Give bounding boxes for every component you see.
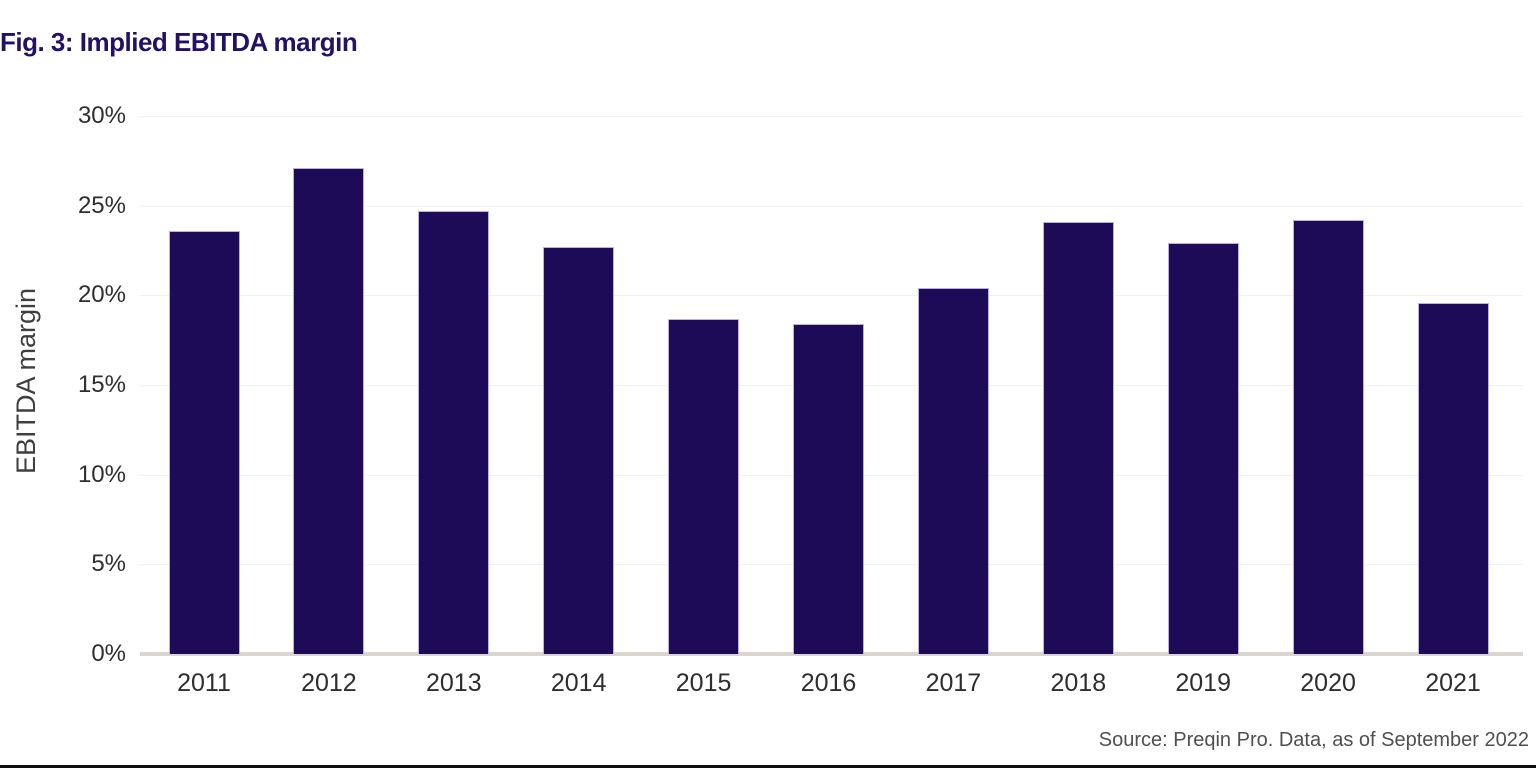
x-tick-label-2018: 2018: [1050, 669, 1107, 697]
y-tick-label-25pct: 25%: [77, 191, 126, 219]
x-tick-label-2012: 2012: [301, 669, 357, 697]
y-tick-label-10pct: 10%: [77, 460, 126, 488]
figure-title: Fig. 3: Implied EBITDA margin: [0, 27, 358, 57]
bar-2011: [168, 230, 240, 654]
bar-2016: [793, 324, 864, 654]
bar-2021: [1417, 302, 1489, 654]
x-tick-label-2019: 2019: [1175, 669, 1231, 697]
bottom-divider-rule: [0, 765, 1536, 768]
x-tick-label-2014: 2014: [550, 669, 607, 697]
y-tick-label-15pct: 15%: [77, 371, 126, 398]
gridline-20pct: [140, 295, 1523, 297]
x-tick-label-2020: 2020: [1300, 669, 1356, 697]
source-caption: Source: Preqin Pro. Data, as of Septembe…: [1098, 729, 1529, 751]
bar-2018: [1042, 221, 1114, 654]
y-tick-label-30pct: 30%: [77, 102, 126, 129]
bar-2014: [543, 246, 615, 654]
x-tick-label-2011: 2011: [177, 669, 231, 697]
bar-2013: [418, 211, 490, 654]
plot-area: [140, 116, 1523, 654]
bar-2015: [668, 318, 740, 654]
x-axis-line: [140, 652, 1523, 656]
gridline-30pct: [140, 116, 1523, 117]
gridline-25pct: [140, 205, 1523, 207]
bar-2019: [1167, 243, 1239, 654]
x-tick-label-2021: 2021: [1425, 669, 1481, 697]
bar-2012: [293, 168, 365, 654]
x-tick-label-2015: 2015: [675, 669, 732, 697]
x-tick-label-2013: 2013: [425, 669, 482, 697]
x-tick-label-2017: 2017: [925, 669, 982, 697]
y-tick-label-20pct: 20%: [77, 281, 126, 309]
y-tick-label-0pct: 0%: [91, 640, 126, 667]
bar-2020: [1292, 220, 1364, 654]
bar-2017: [917, 288, 989, 654]
x-tick-label-2016: 2016: [800, 669, 857, 697]
y-tick-label-5pct: 5%: [91, 550, 126, 578]
